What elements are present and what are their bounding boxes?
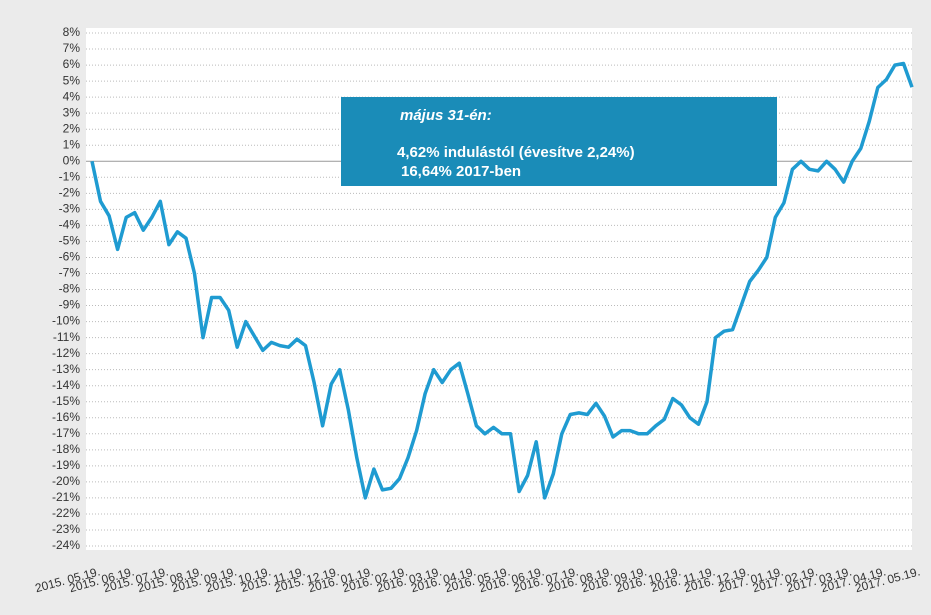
y-tick-label: -3% <box>59 202 81 216</box>
y-tick-label: -22% <box>52 506 80 520</box>
y-tick-label: -11% <box>53 330 80 344</box>
y-tick-label: -2% <box>59 185 81 199</box>
y-tick-label: 1% <box>63 137 81 151</box>
y-tick-label: -5% <box>59 234 81 248</box>
y-tick-label: -4% <box>59 218 81 232</box>
y-tick-label: -24% <box>52 538 80 552</box>
annotation-box <box>341 97 777 186</box>
y-tick-label: -10% <box>52 314 80 328</box>
y-tick-label: -14% <box>52 378 80 392</box>
y-tick-label: -13% <box>52 362 80 376</box>
y-tick-label: 0% <box>63 153 81 167</box>
y-tick-label: -1% <box>59 169 81 183</box>
y-tick-label: -15% <box>52 394 80 408</box>
annotation-heading: május 31-én: <box>400 107 492 124</box>
y-tick-label: 7% <box>63 41 81 55</box>
y-tick-label: 5% <box>63 73 81 87</box>
y-tick-label: -19% <box>52 458 80 472</box>
y-tick-label: 2% <box>63 121 81 135</box>
y-tick-label: 6% <box>63 57 81 71</box>
y-tick-label: -20% <box>52 474 80 488</box>
y-tick-label: -9% <box>59 298 81 312</box>
series-line <box>90 61 914 500</box>
y-tick-label: -12% <box>52 346 80 360</box>
annotation-line: 16,64% 2017-ben <box>401 163 521 180</box>
y-tick-label: 3% <box>63 105 81 119</box>
y-tick-label: -6% <box>59 250 81 264</box>
y-tick-label: -21% <box>52 490 80 504</box>
y-tick-label: -16% <box>52 410 80 424</box>
annotation-line: 4,62% indulástól (évesítve 2,24%) <box>397 144 635 161</box>
y-tick-label: -17% <box>52 426 80 440</box>
y-tick-label: -18% <box>52 442 80 456</box>
y-tick-label: -7% <box>59 266 81 280</box>
y-tick-label: -23% <box>52 522 80 536</box>
y-tick-label: -8% <box>59 282 81 296</box>
y-tick-label: 4% <box>63 89 81 103</box>
y-tick-label: 8% <box>63 25 81 39</box>
